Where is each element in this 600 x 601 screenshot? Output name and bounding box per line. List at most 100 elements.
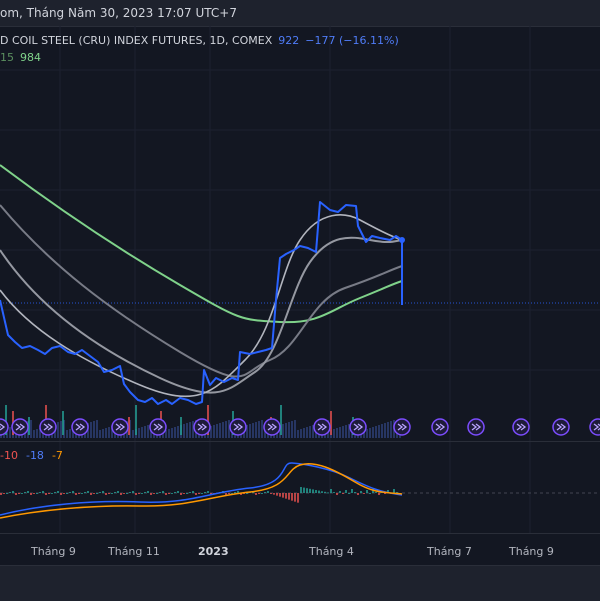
macd-histogram-bar (21, 493, 23, 494)
volume-spike (280, 405, 282, 435)
macd-histogram-bar (189, 492, 191, 493)
volume-bar (168, 429, 170, 438)
fast-forward-arrow-icon[interactable] (11, 418, 29, 436)
fast-forward-arrow-icon[interactable] (552, 418, 570, 436)
volume-bar (138, 428, 140, 438)
macd-histogram-bar (288, 493, 290, 500)
fast-forward-arrow-icon[interactable] (111, 418, 129, 436)
fast-forward-arrow-icon[interactable] (263, 418, 281, 436)
macd-signal-value: -7 (51, 449, 63, 462)
macd-histogram-bar (372, 489, 374, 493)
macd-histogram-bar (171, 493, 173, 494)
macd-histogram-bar (345, 490, 347, 493)
volume-bar (363, 430, 365, 438)
macd-histogram-bar (339, 491, 341, 493)
fast-forward-arrow-icon[interactable] (313, 418, 331, 436)
volume-bar (288, 422, 290, 438)
volume-bar (342, 426, 344, 438)
ma-legend[interactable]: 15 984 (0, 51, 41, 64)
macd-histogram-bar (18, 493, 20, 494)
volume-spike (28, 417, 30, 435)
macd-histogram-bar (3, 493, 5, 494)
macd-histogram-bar (117, 491, 119, 493)
volume-bar (228, 420, 230, 438)
fast-forward-arrow-icon[interactable] (349, 418, 367, 436)
fast-forward-arrow-icon[interactable] (431, 418, 449, 436)
macd-histogram-bar (303, 487, 305, 493)
volume-bar (345, 425, 347, 438)
fast-forward-arrow-icon[interactable] (149, 418, 167, 436)
macd-legend[interactable]: -10 -18 -7 (0, 449, 63, 462)
macd-histogram-bar (141, 493, 143, 494)
macd-histogram-bar (348, 493, 350, 494)
macd-histogram-bar (327, 492, 329, 494)
macd-histogram-bar (330, 489, 332, 493)
macd-histogram-bar (60, 493, 62, 495)
fast-forward-arrow-icon[interactable] (39, 418, 57, 436)
volume-bar (387, 422, 389, 438)
volume-bar (333, 429, 335, 438)
macd-histogram-bar (258, 493, 260, 494)
volume-bar (378, 425, 380, 438)
volume-bar (96, 420, 98, 438)
macd-histogram-bar (69, 492, 71, 493)
volume-bar (369, 428, 371, 438)
volume-bar (282, 424, 284, 438)
macd-histogram-bar (261, 493, 263, 494)
datetime-label: om, Tháng Năm 30, 2023 17:07 UTC+7 (0, 6, 237, 20)
macd-histogram-bar (150, 493, 152, 495)
fast-forward-arrow-icon[interactable] (512, 418, 530, 436)
volume-bar (222, 422, 224, 438)
macd-histogram-bar (120, 493, 122, 495)
volume-bar (102, 429, 104, 438)
volume-spike (62, 411, 64, 435)
macd-histogram-bar (72, 491, 74, 493)
price-change: −177 (−16.11%) (305, 34, 399, 47)
fast-forward-arrow-icon[interactable] (589, 418, 600, 436)
macd-histogram-bar (240, 493, 242, 495)
macd-histogram-bar (393, 489, 395, 493)
macd-histogram-bar (27, 491, 29, 493)
macd-histogram-bar (48, 493, 50, 494)
macd-histogram-bar (291, 493, 293, 501)
fast-forward-arrow-icon[interactable] (193, 418, 211, 436)
volume-bar (366, 429, 368, 438)
fast-forward-arrow-icon[interactable] (467, 418, 485, 436)
volume-bar (252, 423, 254, 438)
volume-bar (141, 427, 143, 438)
fast-forward-arrow-icon[interactable] (0, 418, 9, 436)
ma-prefix: 15 (0, 51, 14, 64)
volume-bar (306, 427, 308, 438)
macd-histogram-bar (84, 492, 86, 493)
volume-bar (192, 421, 194, 438)
fast-forward-arrow-icon[interactable] (71, 418, 89, 436)
symbol-legend[interactable]: D COIL STEEL (CRU) INDEX FUTURES, 1D, CO… (0, 34, 399, 47)
ma-value: 984 (20, 51, 41, 64)
fast-forward-arrow-icon[interactable] (393, 418, 411, 436)
symbol-title: D COIL STEEL (CRU) INDEX FUTURES, 1D, CO… (0, 34, 273, 47)
macd-histogram-bar (375, 492, 377, 493)
volume-spike (5, 405, 7, 435)
macd-histogram-bar (195, 493, 197, 495)
volume-bar (300, 429, 302, 438)
volume-bar (108, 427, 110, 438)
pane-separator[interactable] (0, 533, 600, 534)
macd-histogram-bar (135, 493, 137, 495)
macd-histogram-bar (147, 491, 149, 493)
volume-bar (189, 422, 191, 438)
macd-histogram-bar (285, 493, 287, 499)
price-chart[interactable] (0, 0, 600, 565)
pane-separator[interactable] (0, 441, 600, 442)
fast-forward-arrow-icon[interactable] (229, 418, 247, 436)
macd-histogram-bar (144, 492, 146, 493)
volume-bar (216, 424, 218, 438)
macd-histogram-bar (33, 493, 35, 494)
macd-histogram-bar (360, 491, 362, 493)
ma-faster-line (0, 214, 403, 398)
volume-bar (249, 424, 251, 438)
macd-histogram-bar (39, 492, 41, 493)
macd-histogram-bar (177, 491, 179, 493)
macd-histogram-bar (246, 493, 248, 494)
volume-bar (177, 426, 179, 438)
volume-bar (294, 420, 296, 438)
